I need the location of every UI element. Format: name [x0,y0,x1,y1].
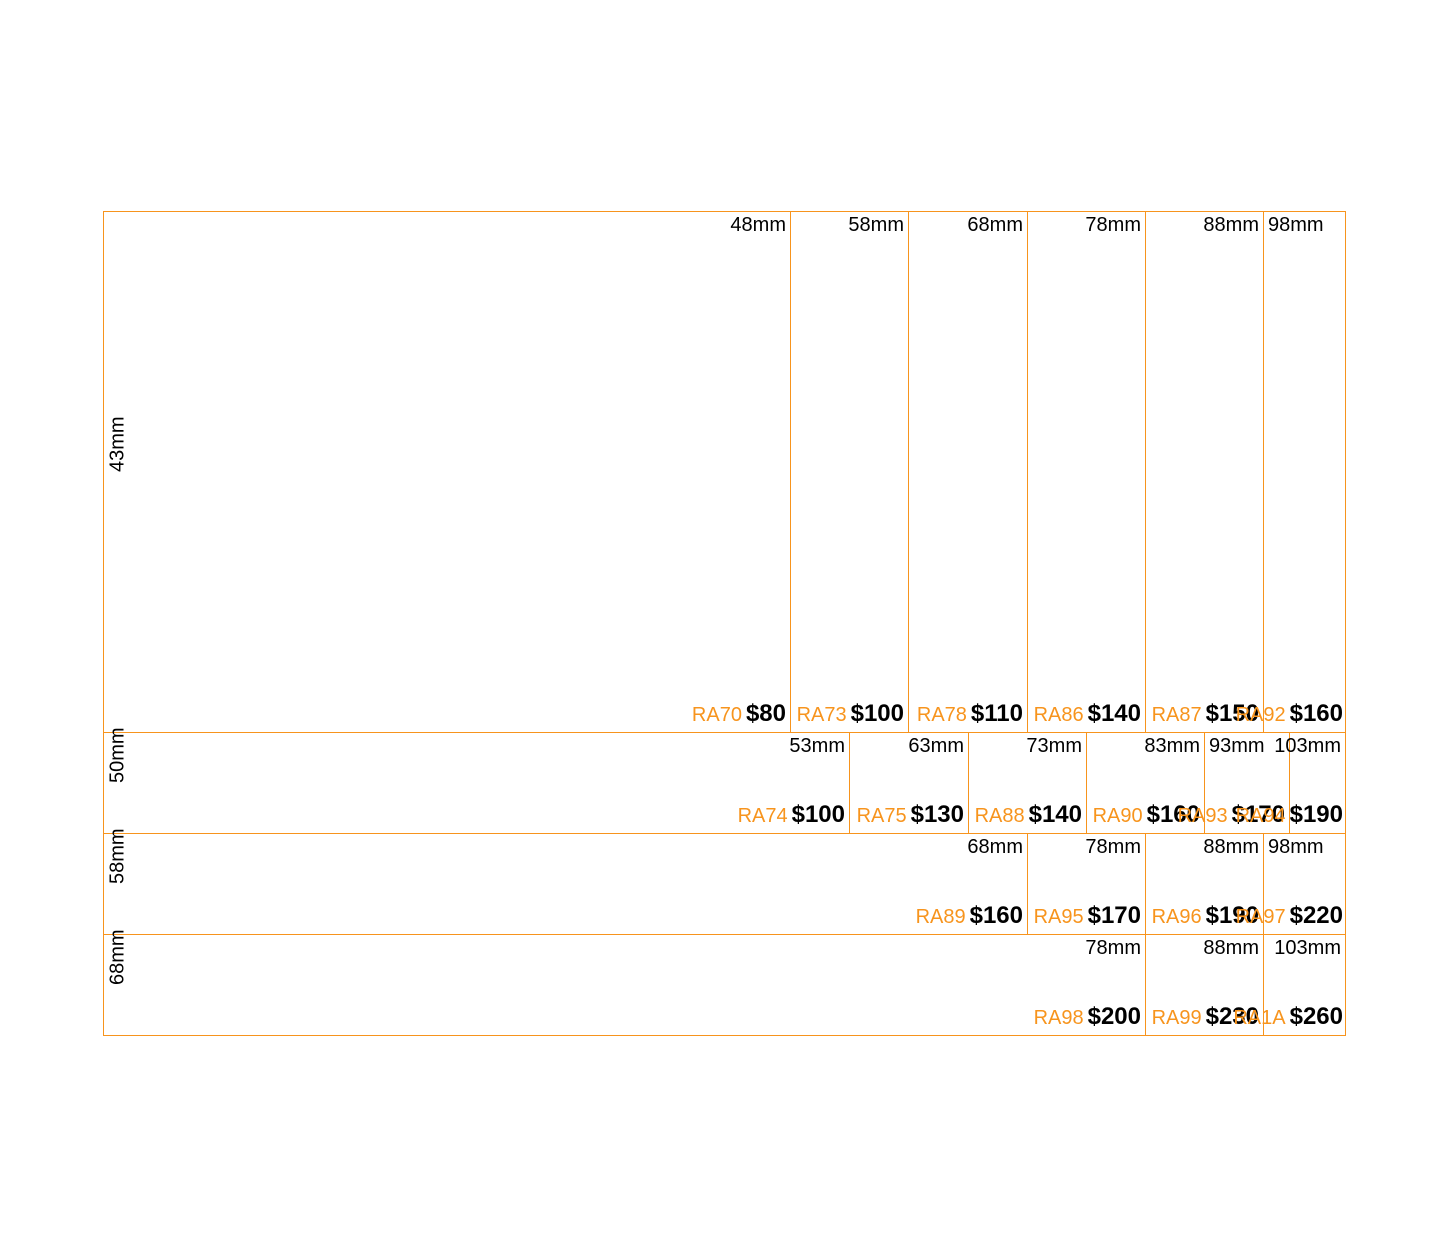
product-price: $220 [1290,902,1343,929]
grid-cell: 58mm RA73$100 [790,212,908,732]
cell-size-label: 103mm [1274,735,1341,758]
grid-cell: 63mm RA75$130 [849,733,968,833]
product-code: RA90 [1093,805,1143,827]
cell-size-label: 88mm [1203,214,1259,237]
product-code: RA95 [1034,906,1084,928]
product-code: RA89 [916,906,966,928]
cell-size-label: 78mm [1085,214,1141,237]
cell-size-label: 88mm [1203,937,1259,960]
cell-size-label: 58mm [848,214,904,237]
product-price: $190 [1290,801,1343,828]
cell-price-block: RA86$140 [1034,700,1141,728]
cell-price-block: RA78$110 [917,700,1023,728]
cell-price-block: RA1A$260 [1233,1003,1343,1031]
grid-cell: 73mm RA88$140 [968,733,1086,833]
grid-cell: 78mm RA98$200 [104,935,1145,1035]
product-price: $130 [911,801,964,828]
product-price: $160 [1290,700,1343,727]
product-price: $110 [971,700,1023,727]
cell-price-block: RA97$220 [1236,902,1343,930]
cell-size-label: 78mm [1085,836,1141,859]
grid-row: 58mm68mmRA89$16078mmRA95$17088mmRA96$190… [103,834,1346,935]
cell-price-block: RA98$200 [1034,1003,1141,1031]
grid-cell: 53mm RA74$100 [104,733,849,833]
product-code: RA92 [1236,704,1286,726]
product-price: $260 [1290,1003,1343,1030]
cell-price-block: RA73$100 [797,700,904,728]
product-price: $80 [746,700,786,727]
product-code: RA94 [1236,805,1286,827]
grid-cell: 88mmRA87$150 [1145,212,1263,732]
grid-cell: 48mm RA70$80 [104,212,790,732]
product-price: $200 [1088,1003,1141,1030]
product-code: RA70 [692,704,742,726]
cell-size-label: 48mm [730,214,786,237]
product-code: RA78 [917,704,967,726]
cell-price-block: RA94$190 [1236,801,1343,829]
size-grid: 43mm48mmRA70$8058mmRA73$10068mmRA78$1107… [103,211,1346,1036]
cell-price-block: RA89$160 [916,902,1023,930]
product-code: RA93 [1178,805,1228,827]
product-code: RA75 [857,805,907,827]
cell-size-label: 68mm [967,214,1023,237]
product-code: RA73 [797,704,847,726]
product-code: RA74 [738,805,788,827]
cell-price-block: RA74$100 [738,801,845,829]
product-code: RA96 [1152,906,1202,928]
cell-size-label: 88mm [1203,836,1259,859]
product-price: $160 [970,902,1023,929]
product-code: RA97 [1236,906,1286,928]
product-code: RA86 [1034,704,1084,726]
product-code: RA98 [1034,1007,1084,1029]
cell-size-label: 93mm [1209,735,1265,758]
cell-price-block: RA75$130 [857,801,964,829]
cell-price-block: RA95$170 [1034,902,1141,930]
product-code: RA1A [1233,1007,1285,1029]
product-price: $140 [1029,801,1082,828]
grid-cell: 98mmRA97$220 [1263,834,1347,934]
cell-size-label: 83mm [1144,735,1200,758]
cell-size-label: 98mm [1268,836,1324,859]
cell-size-label: 63mm [908,735,964,758]
cell-size-label: 68mm [967,836,1023,859]
grid-cell: 68mm RA78$110 [908,212,1027,732]
grid-cell: 68mm RA89$160 [104,834,1027,934]
grid-cell: 78mm RA86$140 [1027,212,1145,732]
product-code: RA88 [975,805,1025,827]
product-price: $100 [851,700,904,727]
cell-size-label: 78mm [1085,937,1141,960]
cell-size-label: 103mm [1274,937,1341,960]
product-price: $170 [1088,902,1141,929]
product-code: RA87 [1152,704,1202,726]
cell-price-block: RA88$140 [975,801,1082,829]
product-price: $100 [792,801,845,828]
cell-size-label: 53mm [789,735,845,758]
grid-cell: 98mmRA92$160 [1263,212,1347,732]
cell-price-block: RA70$80 [692,700,786,728]
product-code: RA99 [1152,1007,1202,1029]
grid-row: 43mm48mmRA70$8058mmRA73$10068mmRA78$1107… [103,211,1346,733]
cell-price-block: RA92$160 [1236,700,1343,728]
grid-row: 50mm53mmRA74$10063mmRA75$13073mmRA88$140… [103,733,1346,834]
product-price: $140 [1088,700,1141,727]
cell-size-label: 73mm [1026,735,1082,758]
grid-row: 68mm78mmRA98$20088mmRA99$230RA1A$260103m… [103,935,1346,1036]
grid-cell: 78mm RA95$170 [1027,834,1145,934]
cell-size-label: 98mm [1268,214,1324,237]
